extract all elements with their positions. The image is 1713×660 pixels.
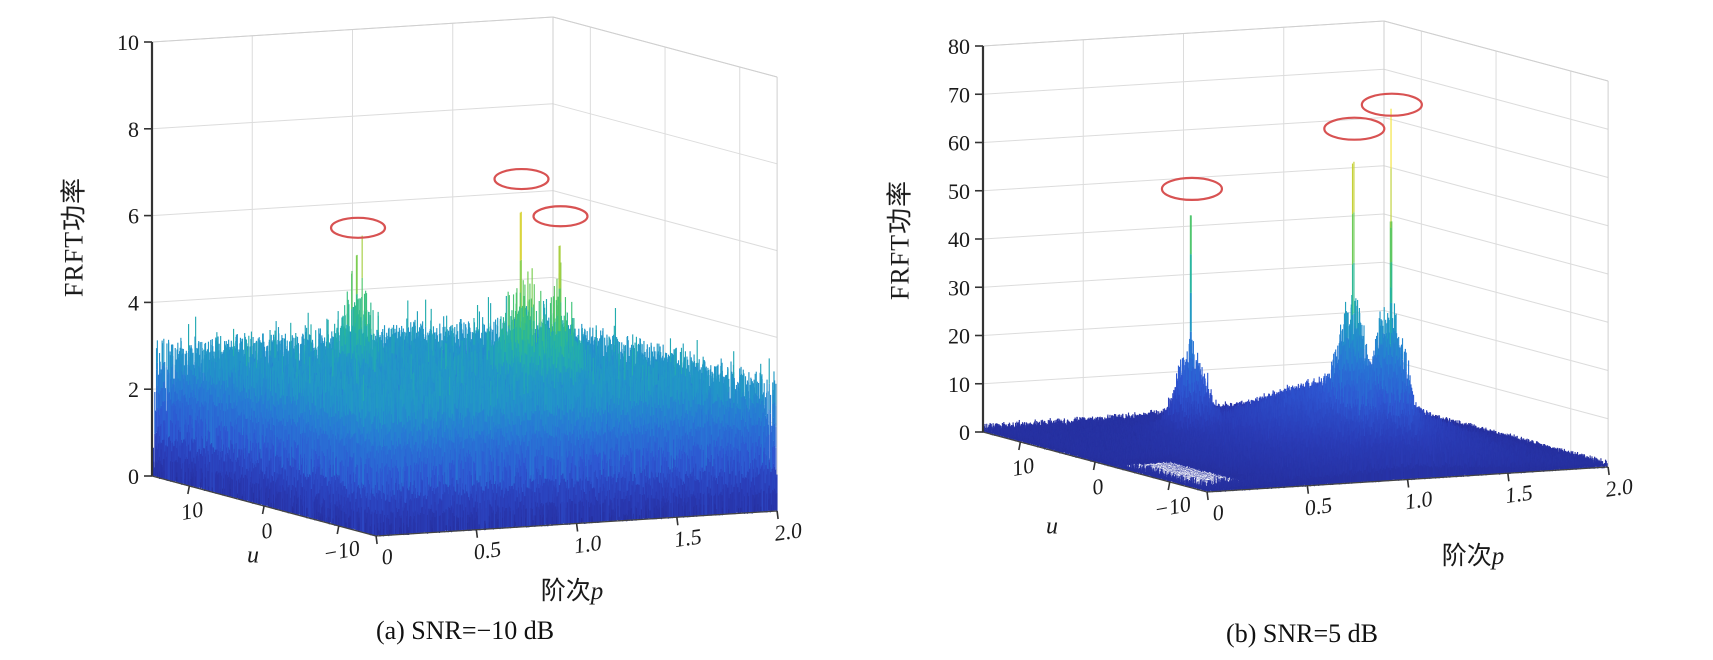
caption-a: (a) SNR=−10 dB — [375, 616, 555, 645]
z-axis-title-b: FRFT功率 — [885, 179, 915, 301]
x-axis-title-a: 阶次p — [541, 571, 604, 607]
y-axis-title-a: u — [247, 542, 259, 569]
x-axis-title-b: 阶次p — [1442, 536, 1505, 572]
y-axis-title-b: u — [1046, 513, 1058, 540]
z-axis-title-a: FRFT功率 — [59, 176, 89, 298]
x-axis-title-b-var: p — [1491, 543, 1505, 570]
x-axis-title-a-text: 阶次 — [540, 578, 591, 605]
caption-b: (b) SNR=5 dB — [1226, 619, 1378, 648]
x-axis-title-a-var: p — [590, 578, 604, 605]
x-axis-title-b-text: 阶次 — [1441, 543, 1492, 570]
